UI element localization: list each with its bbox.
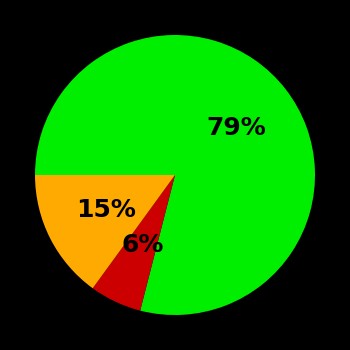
Text: 15%: 15% (76, 198, 136, 222)
Wedge shape (35, 35, 315, 315)
Wedge shape (35, 175, 175, 288)
Text: 6%: 6% (121, 233, 163, 257)
Text: 79%: 79% (206, 116, 266, 140)
Wedge shape (93, 175, 175, 310)
